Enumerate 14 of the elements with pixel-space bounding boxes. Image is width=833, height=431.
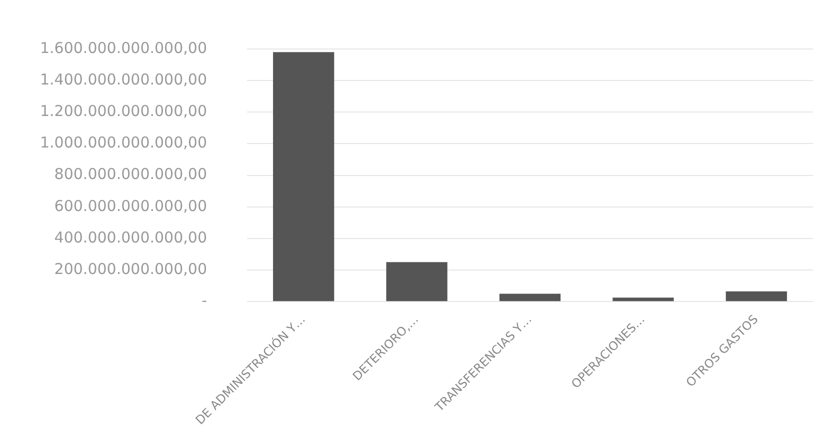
y-tick-label: 1.600.000.000.000,00	[40, 38, 207, 57]
bar	[273, 52, 334, 302]
bar	[386, 262, 448, 302]
y-tick-label: 1.000.000.000.000,00	[40, 134, 207, 152]
bar	[726, 291, 787, 302]
bar	[612, 298, 674, 302]
y-tick-label: 400.000.000.000,00	[54, 228, 207, 246]
y-tick-label: 1.200.000.000.000,00	[40, 102, 207, 120]
y-tick-label: 1.400.000.000.000,00	[40, 70, 207, 88]
y-tick-label: 600.000.000.000,00	[54, 196, 207, 215]
y-tick-label: -	[202, 292, 207, 310]
y-tick-label: 800.000.000.000,00	[54, 165, 207, 184]
bar	[499, 294, 561, 302]
y-tick-label: 200.000.000.000,00	[54, 260, 207, 278]
